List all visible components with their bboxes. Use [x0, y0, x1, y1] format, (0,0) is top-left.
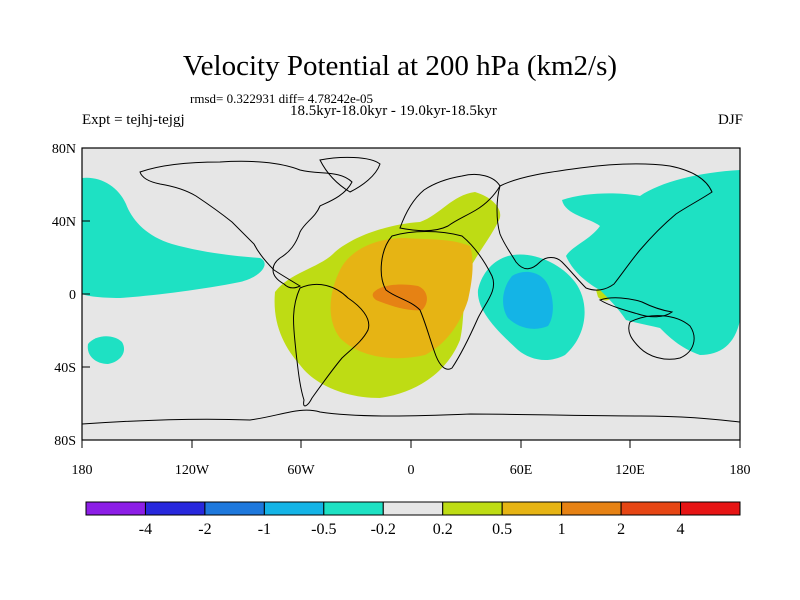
coastline-indonesia [598, 297, 674, 318]
colorbar-label: -1 [258, 521, 271, 538]
lon-label-180-east: 180 [730, 463, 751, 478]
contour-level-minus-0.5-indian-ocean [503, 271, 553, 329]
period-difference-label: 18.5kyr-18.0kyr - 19.0kyr-18.5kyr [290, 103, 497, 119]
colorbar-box [620, 501, 682, 516]
lat-label-40n: 40N [52, 215, 76, 230]
coastline-north-america [139, 160, 353, 289]
colorbar-box [561, 501, 622, 516]
contour-level-minus-0.2-south-pacific [87, 336, 125, 364]
lat-ticks [82, 147, 90, 441]
colorbar-label: 0.5 [492, 521, 512, 538]
lat-label-80n: 80N [52, 142, 76, 157]
experiment-label: Expt = tejhj-tejgj [82, 112, 185, 128]
colorbar [85, 501, 741, 516]
colorbar-label: -2 [198, 521, 211, 538]
colorbar-label: -0.2 [371, 521, 396, 538]
colorbar-label: -4 [139, 521, 152, 538]
colorbar-box [323, 501, 384, 516]
coastline-africa [380, 231, 494, 370]
colorbar-label: 0.2 [433, 521, 453, 538]
lon-label-120e: 120E [615, 463, 645, 478]
lon-ticks [81, 440, 741, 448]
season-label: DJF [717, 112, 743, 128]
coastline-asia [496, 163, 713, 291]
colorbar-labels: -4 -2 -1 -0.5 -0.2 0.2 0.5 1 2 4 [139, 521, 685, 538]
lat-label-80s: 80S [54, 434, 76, 449]
colorbar-label: 2 [617, 521, 625, 538]
velocity-potential-shading [82, 170, 740, 398]
colorbar-label: -0.5 [311, 521, 336, 538]
coastline-south-america [293, 283, 370, 407]
colorbar-label: 1 [558, 521, 566, 538]
contour-level-minus-0.2-east-pacific [82, 177, 265, 298]
rmsd-diff-stats: rmsd= 0.322931 diff= 4.78242e-05 [190, 91, 374, 106]
colorbar-box [680, 501, 741, 516]
colorbar-label: 4 [677, 521, 685, 538]
colorbar-box [204, 501, 265, 516]
lat-label-40s: 40S [54, 361, 76, 376]
coastline-greenland [319, 156, 381, 193]
lon-label-60e: 60E [510, 463, 533, 478]
colorbar-box [442, 501, 503, 516]
lon-label-120w: 120W [175, 463, 210, 478]
lat-label-0: 0 [69, 288, 76, 303]
map-title: Velocity Potential at 200 hPa (km2/s) [182, 50, 618, 82]
contour-level-minus-0.2-west-pacific [562, 170, 740, 355]
colorbar-box [144, 501, 206, 516]
coastline-antarctica [82, 409, 740, 425]
coastline-australia [628, 315, 695, 360]
lon-label-60w: 60W [287, 463, 315, 478]
coastlines [82, 156, 740, 425]
lon-label-180-west: 180 [72, 463, 93, 478]
colorbar-box [382, 501, 444, 516]
lon-label-0: 0 [408, 463, 415, 478]
lat-labels: 80N 40N 0 40S 80S [52, 142, 76, 449]
colorbar-box [263, 501, 325, 516]
colorbar-box [85, 501, 146, 516]
colorbar-box [501, 501, 563, 516]
lon-labels: 180 120W 60W 0 60E 120E 180 [72, 463, 751, 478]
